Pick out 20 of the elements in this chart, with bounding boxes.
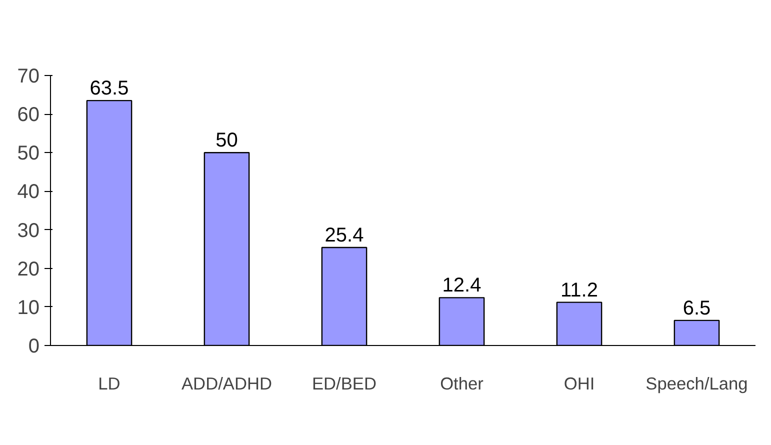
- data-label: 50: [216, 130, 238, 152]
- x-tick-label: ED/BED: [312, 374, 377, 394]
- x-tick-label: Speech/Lang: [646, 374, 748, 394]
- x-tick-label: ADD/ADHD: [182, 374, 272, 394]
- y-tick-label: 70: [17, 66, 40, 88]
- y-tick-label: 30: [17, 220, 40, 242]
- data-label: 25.4: [324, 224, 364, 247]
- data-label: 63.5: [90, 78, 129, 100]
- data-label: 11.2: [560, 279, 598, 302]
- x-tick-label: Other: [440, 374, 484, 394]
- data-label: 6.5: [682, 297, 711, 320]
- x-tick-label: LD: [98, 374, 120, 394]
- data-label: 12.4: [442, 274, 482, 297]
- x-tick-label: OHI: [564, 374, 595, 394]
- y-tick-label: 10: [17, 296, 40, 319]
- y-tick-label: 60: [17, 104, 40, 126]
- y-tick-label: 0: [28, 336, 40, 358]
- y-tick-label: 20: [17, 258, 40, 280]
- y-tick-label: 40: [17, 181, 40, 204]
- y-tick-label: 50: [17, 142, 40, 165]
